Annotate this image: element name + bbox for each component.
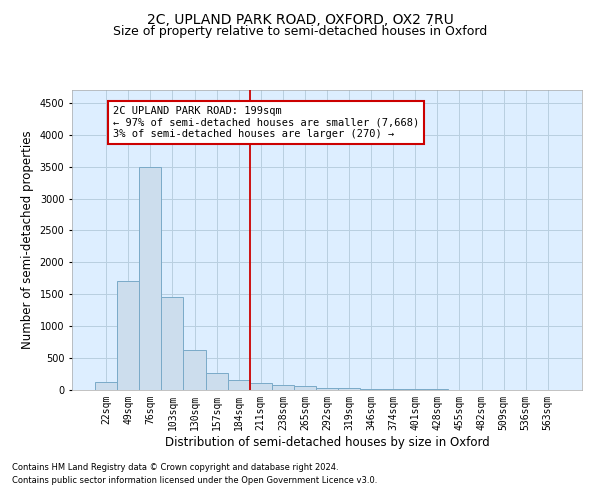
Bar <box>316 388 338 390</box>
Text: 2C UPLAND PARK ROAD: 199sqm
← 97% of semi-detached houses are smaller (7,668)
3%: 2C UPLAND PARK ROAD: 199sqm ← 97% of sem… <box>113 106 419 139</box>
Bar <box>382 389 404 390</box>
Bar <box>227 380 250 390</box>
Bar <box>184 350 206 390</box>
Bar <box>272 385 294 390</box>
Bar <box>360 388 382 390</box>
Bar <box>117 282 139 390</box>
Bar <box>161 298 184 390</box>
Bar <box>250 383 272 390</box>
Text: Contains public sector information licensed under the Open Government Licence v3: Contains public sector information licen… <box>12 476 377 485</box>
Text: 2C, UPLAND PARK ROAD, OXFORD, OX2 7RU: 2C, UPLAND PARK ROAD, OXFORD, OX2 7RU <box>146 12 454 26</box>
Bar <box>338 388 360 390</box>
Text: Size of property relative to semi-detached houses in Oxford: Size of property relative to semi-detach… <box>113 25 487 38</box>
Bar <box>95 382 117 390</box>
Bar <box>294 386 316 390</box>
Y-axis label: Number of semi-detached properties: Number of semi-detached properties <box>21 130 34 350</box>
Text: Contains HM Land Registry data © Crown copyright and database right 2024.: Contains HM Land Registry data © Crown c… <box>12 464 338 472</box>
Bar <box>139 166 161 390</box>
X-axis label: Distribution of semi-detached houses by size in Oxford: Distribution of semi-detached houses by … <box>164 436 490 448</box>
Bar <box>206 374 227 390</box>
